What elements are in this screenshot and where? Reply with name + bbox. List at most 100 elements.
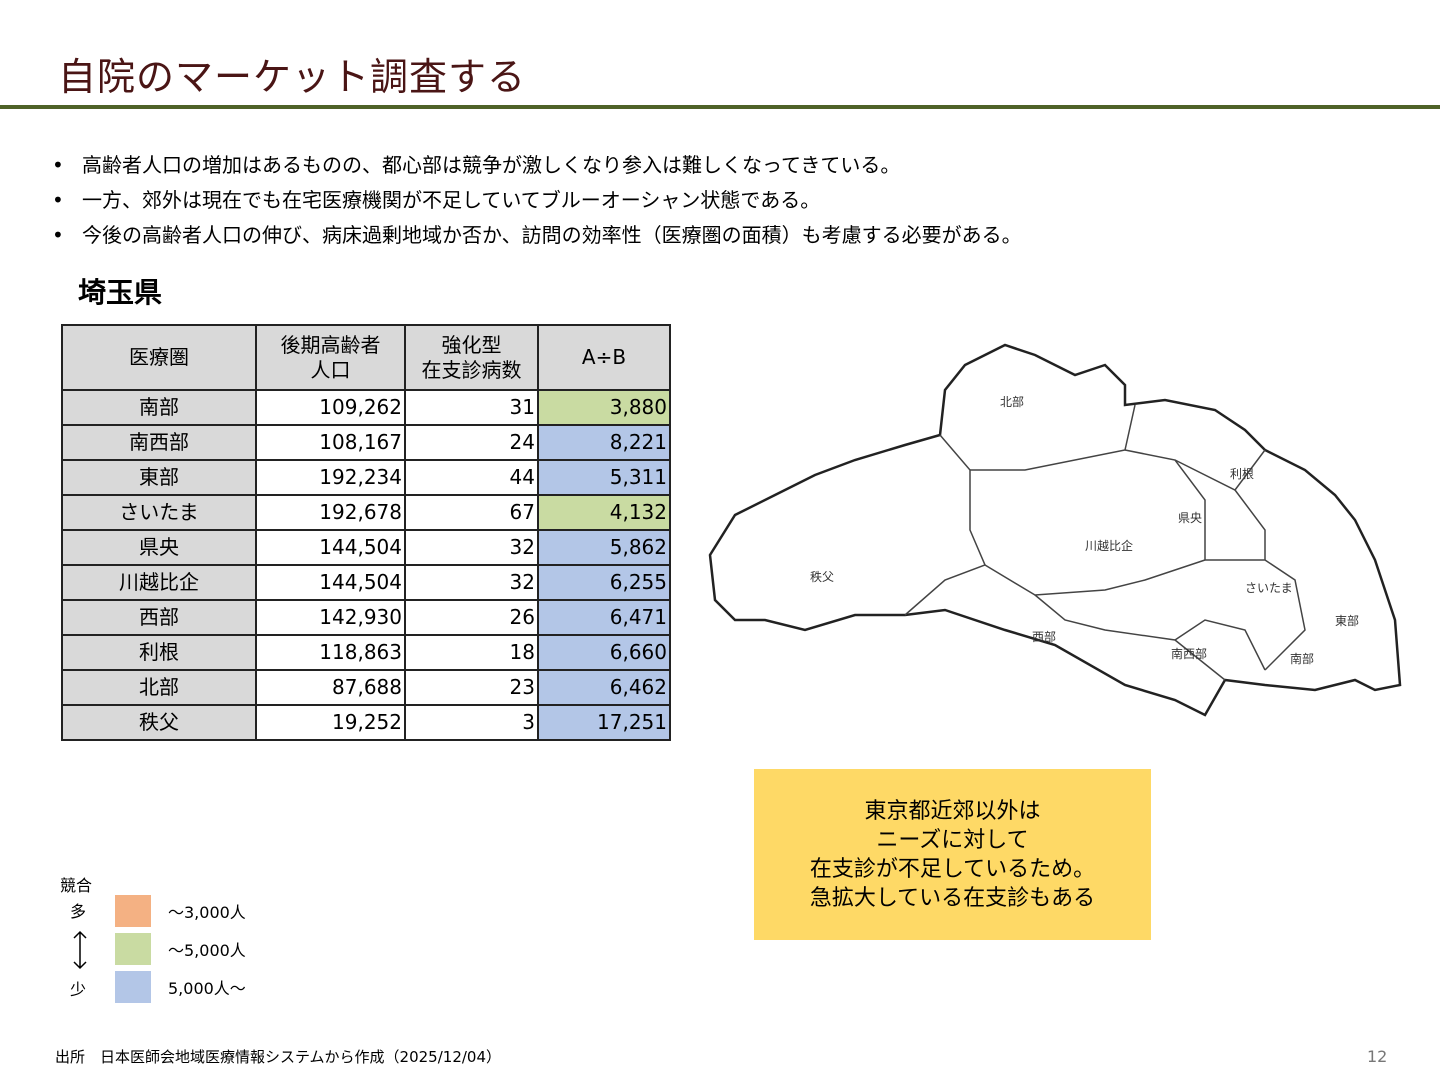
bullet-item: • 今後の高齢者人口の伸び、病床過剰地域か否か、訪問の効率性（医療圏の面積）も考慮… — [52, 220, 1022, 255]
table-row: 南部 109,262 31 3,880 — [61, 389, 671, 426]
cell-clinics: 24 — [404, 424, 539, 461]
cell-pop: 109,262 — [255, 389, 406, 426]
table-row: 東部 192,234 44 5,311 — [61, 459, 671, 496]
cell-ratio: 8,221 — [537, 424, 671, 461]
legend-axis-label: 競合 — [60, 876, 93, 895]
cell-name: 利根 — [61, 634, 257, 671]
table-row: 県央 144,504 32 5,862 — [61, 529, 671, 566]
map-label: 東部 — [1335, 613, 1359, 628]
region-border — [1174, 619, 1266, 671]
cell-clinics: 44 — [404, 459, 539, 496]
cell-clinics: 18 — [404, 634, 539, 671]
cell-ratio: 6,462 — [537, 669, 671, 706]
cell-pop: 144,504 — [255, 564, 406, 601]
legend-more: 多 — [70, 902, 87, 921]
saitama-map: 北部 利根 県央 川越比企 秩父 西部 さいたま 東部 南西部 南部 — [708, 343, 1402, 717]
note-line: ニーズに対して — [876, 827, 1029, 853]
table-row: 北部 87,688 23 6,462 — [61, 669, 671, 706]
legend-label: 5,000人～ — [168, 979, 246, 998]
cell-ratio: 5,311 — [537, 459, 671, 496]
bullet-text: 一方、郊外は現在でも在宅医療機関が不足していてブルーオーシャン状態である。 — [82, 188, 821, 212]
table-row: 川越比企 144,504 32 6,255 — [61, 564, 671, 601]
page-number: 12 — [1367, 1047, 1388, 1066]
map-label: 南部 — [1290, 651, 1314, 666]
source-note: 出所 日本医師会地域医療情報システムから作成（2025/12/04） — [55, 1048, 502, 1066]
map-label: 南西部 — [1171, 646, 1207, 661]
table-row: 利根 118,863 18 6,660 — [61, 634, 671, 671]
bullet-text: 今後の高齢者人口の伸び、病床過剰地域か否か、訪問の効率性（医療圏の面積）も考慮す… — [82, 223, 1022, 247]
map-label: 秩父 — [810, 570, 834, 584]
legend-less: 少 — [70, 980, 87, 999]
table-row: 秩父 19,252 3 17,251 — [61, 704, 671, 741]
table-row: 西部 142,930 26 6,471 — [61, 599, 671, 636]
cell-clinics: 31 — [404, 389, 539, 426]
note-line: 急拡大している在支診もある — [809, 885, 1096, 911]
cell-name: 川越比企 — [61, 564, 257, 601]
slide-title: 自院のマーケット調査する — [58, 55, 527, 99]
cell-clinics: 32 — [404, 564, 539, 601]
cell-name: 県央 — [61, 529, 257, 566]
table-row: さいたま 192,678 67 4,132 — [61, 494, 671, 531]
region-border — [1034, 594, 1226, 681]
cell-pop: 144,504 — [255, 529, 406, 566]
legend-swatch-blue — [115, 971, 151, 1003]
map-label: 利根 — [1230, 467, 1254, 481]
note-line: 東京都近郊以外は — [864, 798, 1041, 824]
column-header: 後期高齢者 人口 — [255, 324, 406, 391]
column-header: 医療圏 — [61, 324, 257, 391]
legend-label: ～3,000人 — [168, 903, 246, 922]
cell-ratio: 4,132 — [537, 494, 671, 531]
map-label: 北部 — [1000, 394, 1024, 409]
cell-ratio: 6,471 — [537, 599, 671, 636]
map-label: さいたま — [1245, 581, 1293, 595]
region-border — [1234, 489, 1266, 560]
cell-name: 秩父 — [61, 704, 257, 741]
cell-ratio: 3,880 — [537, 389, 671, 426]
cell-name: さいたま — [61, 494, 257, 531]
cell-pop: 192,234 — [255, 459, 406, 496]
region-border — [970, 404, 1136, 471]
column-header: 強化型 在支診病数 — [404, 324, 539, 391]
bullet-text: 高齢者人口の増加はあるものの、都心部は競争が激しくなり参入は難しくなってきている… — [82, 153, 901, 177]
title-divider — [0, 105, 1440, 109]
region-labels: 北部 利根 県央 川越比企 秩父 西部 さいたま 東部 南西部 南部 — [810, 394, 1359, 666]
bullet-item: • 高齢者人口の増加はあるものの、都心部は競争が激しくなり参入は難しくなってきてい… — [52, 150, 1022, 185]
market-table: 医療圏 後期高齢者 人口 強化型 在支診病数 A÷B 南部 109,262 31 3,880… — [61, 324, 671, 741]
cell-name: 西部 — [61, 599, 257, 636]
bullet-item: • 一方、郊外は現在でも在宅医療機関が不足していてブルーオーシャン状態である。 — [52, 185, 1022, 220]
cell-pop: 192,678 — [255, 494, 406, 531]
region-border — [1124, 449, 1206, 560]
cell-ratio: 6,660 — [537, 634, 671, 671]
cell-clinics: 26 — [404, 599, 539, 636]
cell-pop: 118,863 — [255, 634, 406, 671]
region-border — [904, 434, 986, 616]
bullet-list: • 高齢者人口の増加はあるものの、都心部は競争が激しくなり参入は難しくなってきてい… — [52, 150, 1022, 255]
legend-swatch-orange — [115, 895, 151, 927]
cell-name: 南西部 — [61, 424, 257, 461]
cell-name: 北部 — [61, 669, 257, 706]
callout-note: 東京都近郊以外は ニーズに対して 在支診が不足しているため。 急拡大している在支… — [754, 769, 1151, 940]
cell-name: 東部 — [61, 459, 257, 496]
map-label: 川越比企 — [1085, 538, 1133, 553]
cell-ratio: 6,255 — [537, 564, 671, 601]
cell-clinics: 23 — [404, 669, 539, 706]
table-row: 南西部 108,167 24 8,221 — [61, 424, 671, 461]
double-arrow-icon — [70, 930, 90, 970]
column-header: A÷B — [537, 324, 671, 391]
cell-clinics: 67 — [404, 494, 539, 531]
note-line: 在支診が不足しているため。 — [809, 856, 1096, 882]
cell-clinics: 32 — [404, 529, 539, 566]
cell-pop: 142,930 — [255, 599, 406, 636]
region-border — [1205, 559, 1306, 671]
cell-clinics: 3 — [404, 704, 539, 741]
cell-pop: 19,252 — [255, 704, 406, 741]
map-label: 西部 — [1032, 629, 1056, 644]
legend-swatch-green — [115, 933, 151, 965]
prefecture-outline — [708, 343, 1402, 717]
cell-pop: 87,688 — [255, 669, 406, 706]
prefecture-heading: 埼玉県 — [78, 276, 163, 309]
cell-ratio: 5,862 — [537, 529, 671, 566]
legend-label: ～5,000人 — [168, 941, 246, 960]
map-label: 県央 — [1178, 511, 1202, 525]
